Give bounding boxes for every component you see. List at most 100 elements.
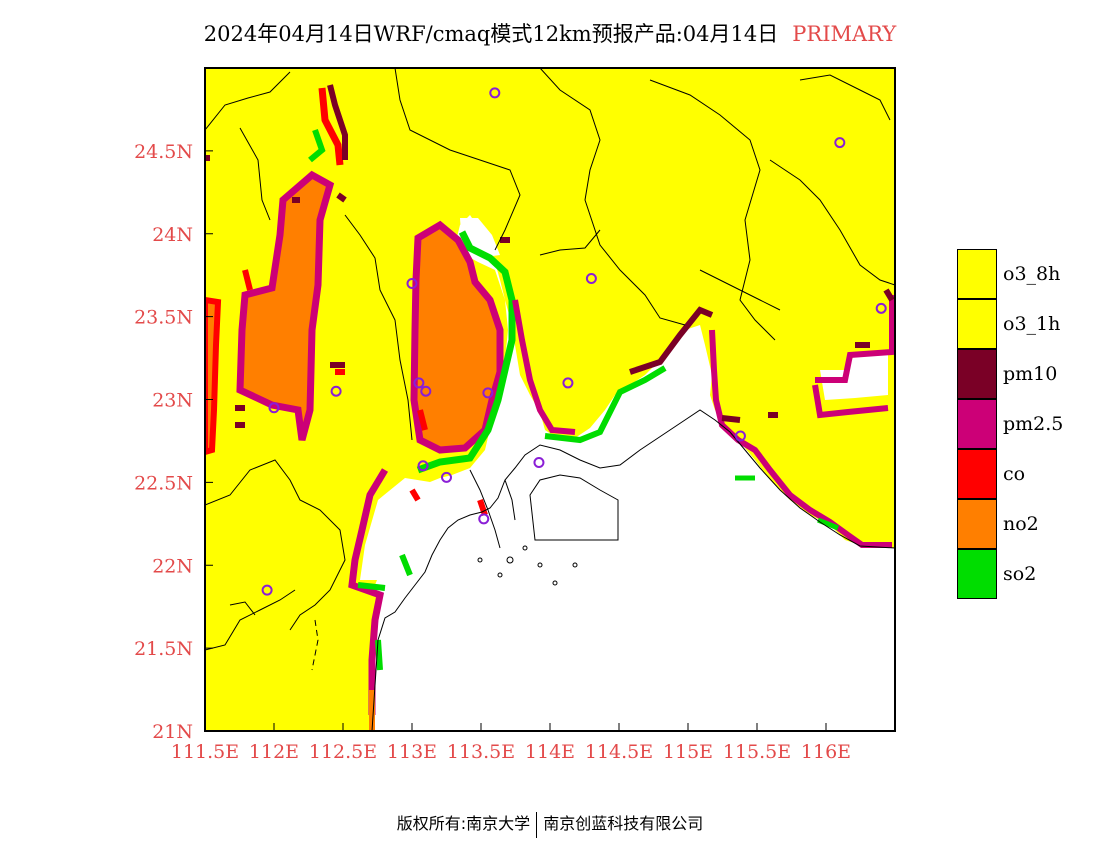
island (506, 556, 514, 564)
map-title: 2024年04月14日WRF/cmaq模式12km预报产品:04月14日 PRIM… (0, 18, 1100, 48)
station-markers (261, 87, 887, 596)
axis-ticks: 111.5E 112E 112.5E 113E 113.5E 114E 114.5E 115E… (134, 141, 851, 763)
legend-item: co (957, 449, 1063, 499)
lat-tick-label: 24.5N (134, 141, 193, 163)
legend-item: o3_1h (957, 299, 1063, 349)
station-marker (413, 377, 425, 389)
pollutant-legend: o3_8h o3_1h pm10 pm2.5 co no2 so2 (957, 249, 1063, 599)
legend-item: o3_8h (957, 249, 1063, 299)
lon-tick-label: 115E (663, 741, 713, 763)
so2-coast-east (544, 365, 667, 444)
station-marker (875, 302, 887, 314)
pm10-strip-north (327, 84, 348, 160)
river-dash (311, 619, 319, 671)
lon-tick-label: 112.5E (309, 741, 377, 763)
footer-credits: 版权所有:南京大学 南京创蓝科技有限公司 (0, 810, 1100, 838)
station-marker (489, 87, 501, 99)
legend-label: pm2.5 (1003, 413, 1064, 435)
island (572, 562, 578, 568)
lat-tick-label: 21N (152, 721, 193, 743)
station-marker (406, 277, 418, 289)
lon-tick-label: 113.5E (447, 741, 515, 763)
station-marker (441, 471, 452, 483)
so2-east-shore (735, 475, 839, 531)
station-marker (734, 430, 746, 442)
province-border-6 (769, 74, 895, 286)
legend-swatch (957, 449, 997, 499)
province-border-3 (394, 68, 521, 251)
no2-block-central (410, 220, 504, 454)
station-marker (482, 387, 494, 399)
province-border-1 (205, 71, 291, 221)
province-border-7 (205, 459, 346, 631)
legend-swatch (957, 299, 997, 349)
station-marker (533, 456, 545, 468)
bay-outline (529, 474, 619, 541)
province-border-8 (539, 229, 781, 311)
province-border-4 (539, 68, 686, 326)
east-pm10-block (855, 288, 895, 348)
white-patch (360, 478, 430, 580)
legend-label: o3_8h (1003, 263, 1061, 285)
no2-block-west (236, 170, 335, 441)
lon-tick-label: 114.5E (585, 741, 653, 763)
legend-item: pm2.5 (957, 399, 1063, 449)
footer-company: 南京创蓝科技有限公司 (543, 814, 704, 833)
province-border-2 (344, 214, 413, 441)
legend-label: o3_1h (1003, 313, 1061, 335)
lat-tick-label: 22.5N (134, 472, 193, 494)
co-strip-north (318, 87, 344, 166)
coastline (371, 409, 895, 731)
lon-tick-label: 111.5E (171, 741, 239, 763)
pearl-river-estuary (469, 469, 516, 549)
footer-separator (536, 811, 538, 838)
station-marker (417, 460, 429, 472)
lon-tick-label: 116E (801, 741, 851, 763)
lon-tick-label: 113E (387, 741, 437, 763)
legend-swatch (957, 249, 997, 299)
lon-tick-label: 115.5E (723, 741, 791, 763)
lon-tick-label: 112E (249, 741, 299, 763)
station-marker (268, 402, 280, 414)
lon-tick-label: 114E (525, 741, 575, 763)
province-border-5 (649, 79, 776, 341)
title-text: 2024年04月14日WRF/cmaq模式12km预报产品:04月14日 (203, 22, 779, 46)
white-patch (820, 352, 888, 400)
pm10-coast-east (629, 306, 714, 375)
legend-label: so2 (1003, 563, 1037, 585)
pm25-coast-central (512, 299, 576, 435)
lat-tick-label: 23N (152, 390, 193, 412)
so2-coast-central (416, 230, 516, 474)
legend-label: co (1003, 463, 1026, 485)
station-marker (562, 377, 574, 389)
station-marker (261, 584, 273, 596)
legend-label: pm10 (1003, 363, 1058, 385)
island (522, 545, 528, 551)
co-bits (242, 269, 488, 516)
station-marker (420, 385, 432, 397)
legend-item: so2 (957, 549, 1063, 599)
lat-tick-label: 24N (152, 224, 193, 246)
lat-tick-label: 23.5N (134, 307, 193, 329)
legend-swatch (957, 499, 997, 549)
hainan-strait-coast (205, 589, 296, 651)
island (477, 557, 483, 563)
footer-copyright: 版权所有:南京大学 (396, 814, 531, 833)
legend-swatch (957, 399, 997, 449)
lat-tick-label: 22N (152, 555, 193, 577)
legend-label: no2 (1003, 513, 1039, 535)
so2-strip-north (308, 129, 326, 163)
island (537, 562, 543, 568)
pm10-bits (205, 155, 778, 428)
legend-item: no2 (957, 499, 1063, 549)
east-red-blocks (812, 295, 895, 419)
legend-swatch (957, 549, 997, 599)
legend-item: pm10 (957, 349, 1063, 399)
lat-tick-label: 21.5N (134, 638, 193, 660)
pm25-west-coast (348, 468, 389, 715)
station-marker (478, 513, 490, 525)
pm25-coast-east (709, 329, 892, 548)
legend-swatch (957, 349, 997, 399)
station-marker (585, 273, 597, 285)
